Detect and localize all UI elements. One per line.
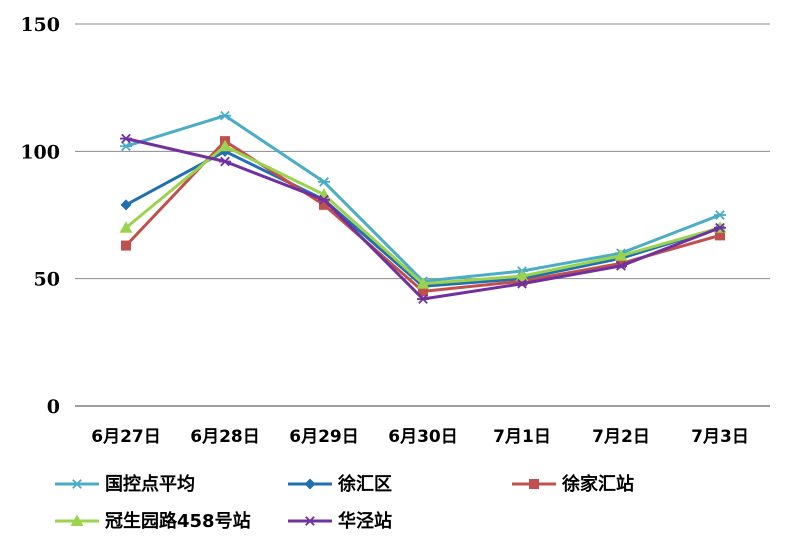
y-axis-ticks: 0 50 100 150: [20, 14, 60, 418]
legend-label: 徐家汇站: [561, 473, 634, 495]
x-tick-label: 7月1日: [493, 427, 551, 447]
legend-entry: 冠生园路458号站: [55, 510, 251, 532]
grid-lines: [75, 23, 770, 407]
data-point: [120, 133, 132, 144]
y-tick-label: 150: [20, 14, 60, 36]
legend-marker: [71, 479, 83, 489]
legend-marker: [304, 516, 316, 526]
data-point: [417, 294, 429, 304]
legend-label: 徐汇区: [337, 473, 392, 495]
series-4: [120, 133, 726, 304]
x-tick-label: 6月28日: [190, 427, 260, 447]
legend-marker: [529, 479, 539, 489]
data-point: [119, 221, 133, 233]
data-point: [120, 141, 132, 152]
data-point: [219, 156, 231, 167]
data-point: [120, 199, 132, 211]
legend-entry: 华泾站: [288, 510, 392, 532]
x-tick-label: 6月27日: [91, 427, 161, 447]
legend-marker: [304, 478, 316, 490]
data-point: [515, 269, 529, 282]
x-tick-label: 7月3日: [691, 427, 749, 447]
series-line: [124, 139, 721, 293]
y-tick-label: 50: [34, 269, 60, 291]
data-point: [714, 210, 726, 220]
data-point: [318, 194, 330, 205]
data-point: [219, 110, 231, 121]
x-axis-categories: 6月27日 6月28日 6月29日 6月30日 7月1日 7月2日 7月3日: [91, 427, 749, 447]
series-group: [119, 110, 727, 304]
x-tick-label: 6月30日: [388, 427, 458, 447]
legend-label: 华泾站: [338, 510, 392, 532]
legend-entry: 徐汇区: [288, 473, 392, 495]
data-point: [517, 276, 527, 287]
data-point: [319, 199, 329, 210]
series-3: [119, 139, 727, 289]
series-1: [120, 145, 726, 292]
data-point: [614, 249, 628, 261]
legend-entry: 国控点平均: [55, 473, 195, 495]
data-point: [715, 230, 725, 241]
data-point: [121, 240, 131, 251]
data-point: [318, 177, 330, 187]
series-line: [125, 137, 721, 301]
y-tick-label: 100: [20, 141, 60, 163]
x-tick-label: 7月2日: [592, 427, 650, 447]
data-point: [418, 286, 428, 297]
data-point: [416, 277, 430, 289]
series-line: [125, 149, 721, 288]
legend-label: 国控点平均: [105, 473, 195, 495]
data-point: [218, 139, 232, 152]
data-point: [516, 278, 528, 289]
legend-marker: [70, 514, 84, 526]
legend-label: 冠生园路458号站: [105, 510, 251, 532]
y-tick-label: 0: [47, 396, 60, 418]
data-point: [714, 222, 726, 233]
data-point: [615, 261, 627, 271]
legend-entry: 徐家汇站: [512, 473, 634, 495]
x-tick-label: 6月29日: [289, 427, 359, 447]
data-point: [616, 258, 626, 269]
